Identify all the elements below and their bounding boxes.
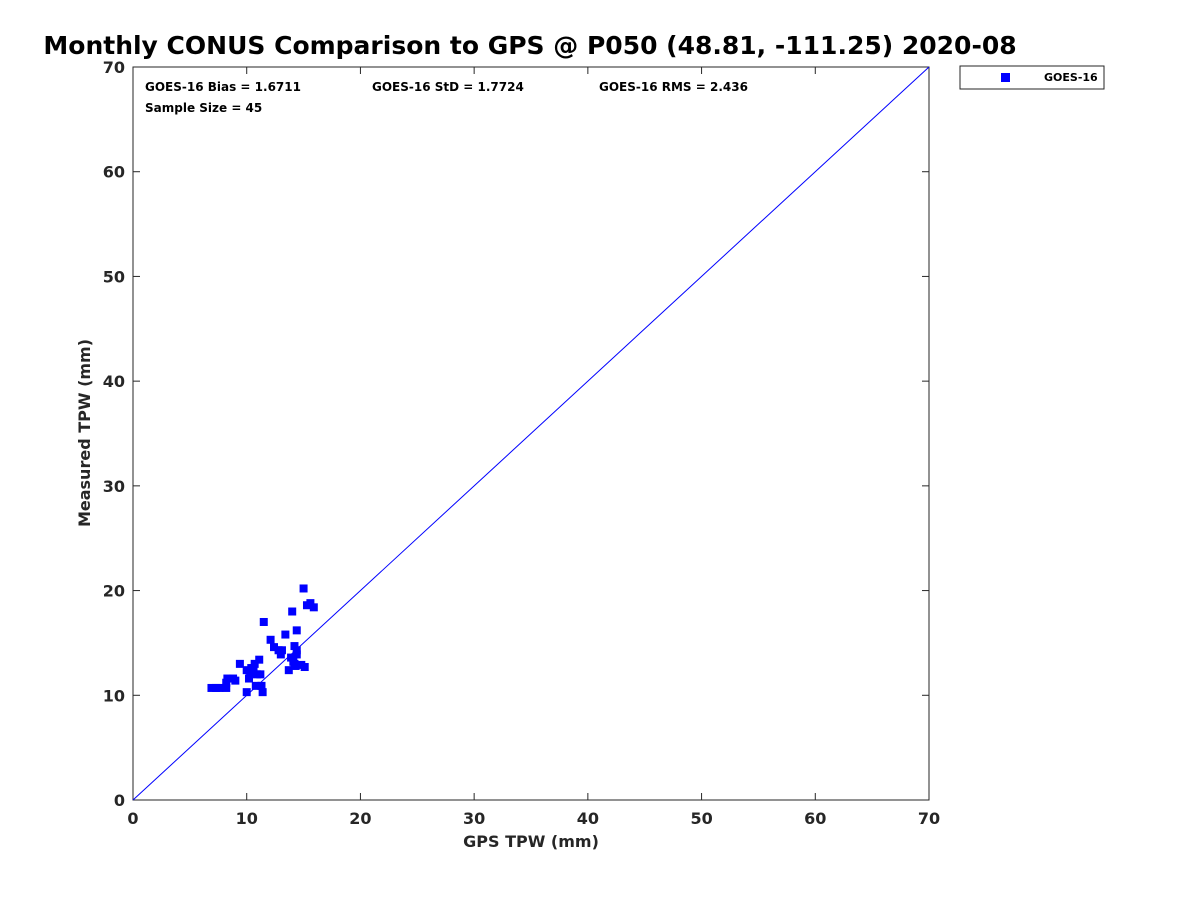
data-point bbox=[231, 676, 240, 685]
legend-label: GOES-16 bbox=[1044, 71, 1098, 84]
x-tick-label: 50 bbox=[690, 809, 712, 828]
data-point bbox=[246, 668, 255, 677]
data-point bbox=[276, 650, 285, 659]
x-tick-label: 60 bbox=[804, 809, 826, 828]
data-point bbox=[235, 659, 244, 668]
data-point bbox=[250, 659, 259, 668]
data-point bbox=[247, 664, 256, 673]
x-axis: 0 10 20 30 40 50 60 70 bbox=[127, 67, 940, 828]
data-point bbox=[290, 659, 299, 668]
data-points bbox=[207, 584, 318, 697]
y-tick-label: 50 bbox=[103, 267, 125, 286]
data-point bbox=[259, 617, 268, 626]
data-point bbox=[300, 663, 309, 672]
data-point bbox=[284, 666, 293, 675]
data-point bbox=[244, 674, 253, 683]
sample-size-annotation: Sample Size = 45 bbox=[145, 101, 262, 115]
chart-title: Monthly CONUS Comparison to GPS @ P050 (… bbox=[43, 31, 1016, 60]
x-tick-label: 0 bbox=[127, 809, 138, 828]
x-tick-label: 40 bbox=[577, 809, 599, 828]
data-point bbox=[222, 683, 231, 692]
data-point bbox=[299, 584, 308, 593]
data-point bbox=[277, 646, 286, 655]
x-tick-label: 70 bbox=[918, 809, 940, 828]
y-tick-label: 60 bbox=[103, 163, 125, 182]
data-point bbox=[255, 655, 264, 664]
y-axis: 0 10 20 30 40 50 60 70 bbox=[103, 58, 929, 810]
data-point bbox=[290, 642, 299, 651]
y-tick-label: 20 bbox=[103, 582, 125, 601]
data-point bbox=[287, 653, 296, 662]
x-tick-label: 20 bbox=[349, 809, 371, 828]
data-point bbox=[309, 603, 318, 612]
y-tick-label: 0 bbox=[114, 791, 125, 810]
data-point bbox=[256, 670, 265, 679]
y-tick-label: 70 bbox=[103, 58, 125, 77]
x-tick-label: 10 bbox=[236, 809, 258, 828]
x-axis-label: GPS TPW (mm) bbox=[463, 832, 599, 851]
bias-annotation: GOES-16 Bias = 1.6711 bbox=[145, 80, 301, 94]
y-tick-label: 10 bbox=[103, 686, 125, 705]
data-point bbox=[258, 688, 267, 697]
data-point bbox=[257, 681, 266, 690]
data-point bbox=[306, 599, 315, 608]
data-point bbox=[266, 635, 275, 644]
legend-box bbox=[959, 65, 1105, 90]
data-point bbox=[288, 607, 297, 616]
y-axis-label: Measured TPW (mm) bbox=[75, 339, 94, 527]
data-point bbox=[292, 626, 301, 635]
y-tick-label: 40 bbox=[103, 372, 125, 391]
data-point bbox=[223, 674, 232, 683]
data-point bbox=[251, 681, 260, 690]
data-point bbox=[222, 678, 231, 687]
legend-marker-icon bbox=[1001, 73, 1010, 82]
x-tick-label: 30 bbox=[463, 809, 485, 828]
data-point bbox=[281, 630, 290, 639]
data-point bbox=[292, 650, 301, 659]
data-point bbox=[270, 643, 279, 652]
legend: GOES-16 bbox=[959, 65, 1105, 90]
data-point bbox=[292, 646, 301, 655]
y-tick-label: 30 bbox=[103, 477, 125, 496]
data-point bbox=[215, 683, 224, 692]
rms-annotation: GOES-16 RMS = 2.436 bbox=[599, 80, 748, 94]
one-to-one-line bbox=[132, 66, 930, 801]
data-point bbox=[207, 683, 216, 692]
data-point bbox=[242, 688, 251, 697]
std-annotation: GOES-16 StD = 1.7724 bbox=[372, 80, 524, 94]
